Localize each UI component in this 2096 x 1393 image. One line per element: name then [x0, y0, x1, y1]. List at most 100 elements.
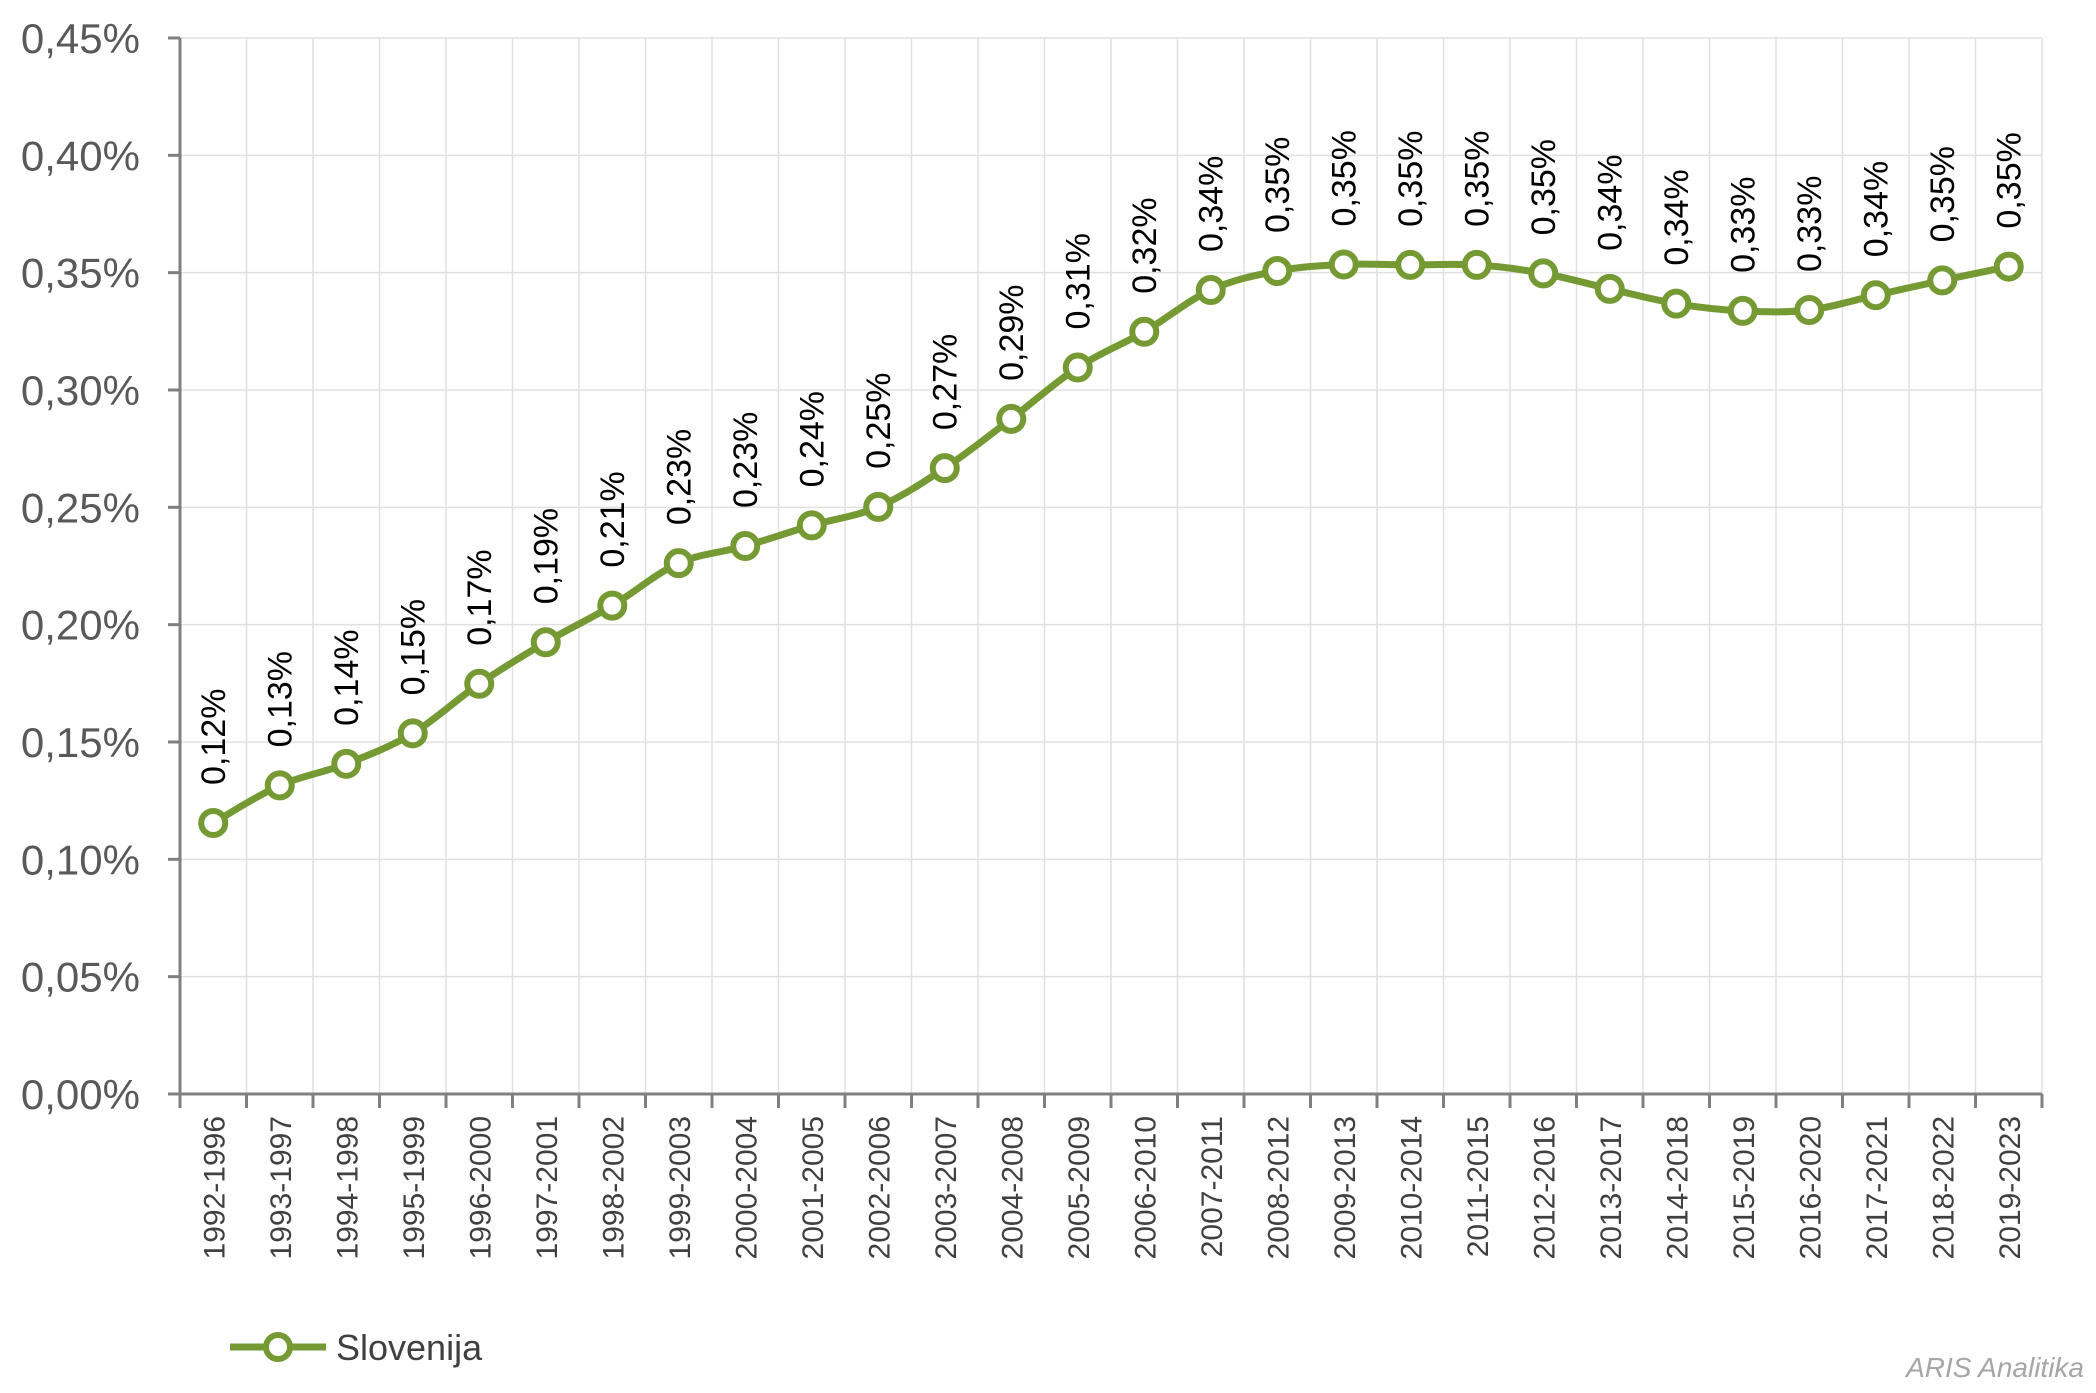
data-label: 0,33% — [1725, 177, 1763, 273]
data-label: 0,35% — [1459, 131, 1497, 227]
x-tick-label: 2011-2015 — [1462, 1116, 1495, 1257]
data-point-marker — [1461, 249, 1492, 280]
x-tick-label: 2012-2016 — [1528, 1116, 1561, 1259]
x-tick-label: 2016-2020 — [1794, 1116, 1827, 1259]
data-label: 0,34% — [1193, 156, 1231, 252]
data-point-marker — [1794, 294, 1825, 325]
axes — [168, 36, 2044, 1108]
data-label: 0,35% — [1392, 131, 1430, 227]
data-point-marker — [1328, 249, 1359, 280]
x-tick-label: 2009-2013 — [1329, 1116, 1362, 1259]
x-tick-label: 2010-2014 — [1395, 1116, 1428, 1259]
data-point-marker — [464, 668, 495, 699]
data-point-marker — [1395, 249, 1426, 280]
data-point-marker — [1262, 256, 1293, 287]
y-tick-label: 0,25% — [21, 484, 140, 531]
y-tick-label: 0,30% — [21, 367, 140, 414]
data-point-marker — [730, 531, 761, 562]
data-label: 0,14% — [328, 629, 366, 725]
data-label: 0,25% — [860, 372, 898, 468]
data-label: 0,12% — [195, 689, 233, 785]
data-label: 0,35% — [1326, 130, 1364, 226]
x-tick-label: 1999-2003 — [664, 1116, 697, 1259]
data-label: 0,31% — [1060, 233, 1098, 329]
data-label: 0,21% — [594, 471, 632, 567]
gridlines — [180, 37, 2043, 1094]
x-tick-label: 2003-2007 — [930, 1116, 963, 1259]
data-label: 0,34% — [1592, 154, 1630, 250]
data-point-marker — [597, 590, 628, 621]
x-tick-label: 2001-2005 — [797, 1116, 830, 1259]
data-labels: 0,12% 0,13% 0,14% 0,15% 0,17% 0,19% 0,21% 0,23%… — [195, 130, 2029, 785]
x-tick-label: 2008-2012 — [1262, 1116, 1295, 1259]
series-slovenija — [198, 249, 2024, 838]
data-point-marker — [1129, 316, 1160, 347]
data-point-marker — [1860, 280, 1891, 311]
y-axis-ticks: 0,00% 0,05% 0,10% 0,15% 0,20% 0,25% 0,30% 0,35%… — [21, 15, 140, 1118]
data-label: 0,34% — [1858, 161, 1896, 257]
x-tick-label: 1997-2001 — [531, 1116, 564, 1259]
y-tick-label: 0,05% — [21, 954, 140, 1001]
x-tick-label: 2017-2021 — [1861, 1116, 1894, 1259]
data-label: 0,23% — [661, 429, 699, 525]
data-label: 0,29% — [993, 284, 1031, 380]
x-tick-label: 1995-1999 — [398, 1116, 431, 1259]
x-tick-label: 2004-2008 — [996, 1116, 1029, 1259]
data-point-marker — [1528, 258, 1559, 289]
data-point-marker — [796, 510, 827, 541]
data-label: 0,35% — [1259, 137, 1297, 233]
data-point-marker — [264, 770, 295, 801]
x-tick-label: 1996-2000 — [464, 1116, 497, 1259]
y-tick-label: 0,20% — [21, 602, 140, 649]
x-tick-label: 2013-2017 — [1595, 1116, 1628, 1259]
data-label: 0,35% — [1991, 132, 2029, 228]
data-label: 0,34% — [1658, 169, 1696, 265]
watermark: ARIS Analitika — [1904, 1352, 2084, 1383]
y-tick-label: 0,40% — [21, 132, 140, 179]
data-point-marker — [1927, 265, 1958, 296]
x-tick-label: 2015-2019 — [1728, 1116, 1761, 1259]
data-label: 0,13% — [262, 651, 300, 747]
data-point-marker — [1727, 295, 1758, 326]
x-tick-label: 2014-2018 — [1661, 1116, 1694, 1259]
data-label: 0,35% — [1525, 139, 1563, 235]
data-point-marker — [663, 548, 694, 579]
x-tick-label: 2018-2022 — [1927, 1116, 1960, 1259]
data-point-marker — [929, 453, 960, 484]
x-axis-ticks: 1992-1996 1993-1997 1994-1998 1995-1999 1996… — [198, 1116, 2027, 1259]
data-label: 0,17% — [461, 549, 499, 645]
legend: Slovenija — [230, 1327, 483, 1368]
x-tick-label: 2005-2009 — [1063, 1116, 1096, 1259]
data-point-marker — [331, 748, 362, 779]
y-tick-label: 0,35% — [21, 250, 140, 297]
data-point-marker — [397, 718, 428, 749]
x-tick-label: 2019-2023 — [1994, 1116, 2027, 1259]
x-tick-label: 2000-2004 — [730, 1116, 763, 1259]
data-label: 0,35% — [1924, 146, 1962, 242]
x-tick-label: 1993-1997 — [265, 1116, 298, 1259]
legend-marker-swatch — [263, 1332, 293, 1362]
x-tick-label: 2007-2011 — [1196, 1116, 1229, 1257]
x-tick-label: 1992-1996 — [198, 1116, 231, 1259]
data-point-marker — [863, 491, 894, 522]
y-tick-label: 0,15% — [21, 719, 140, 766]
data-point-marker — [530, 627, 561, 658]
data-label: 0,32% — [1126, 197, 1164, 293]
x-tick-label: 2002-2006 — [863, 1116, 896, 1259]
data-point-marker — [1661, 288, 1692, 319]
x-tick-label: 1998-2002 — [597, 1116, 630, 1259]
x-tick-label: 2006-2010 — [1129, 1116, 1162, 1259]
y-tick-label: 0,45% — [21, 15, 140, 62]
data-label: 0,19% — [528, 508, 566, 604]
data-label: 0,15% — [395, 599, 433, 695]
data-point-marker — [1594, 273, 1625, 304]
y-tick-label: 0,10% — [21, 836, 140, 883]
data-label: 0,23% — [727, 412, 765, 508]
legend-label: Slovenija — [336, 1327, 483, 1368]
data-point-marker — [1993, 251, 2024, 282]
data-label: 0,24% — [794, 391, 832, 487]
data-label: 0,33% — [1791, 176, 1829, 272]
series-line-slovenija — [211, 260, 2010, 827]
data-point-marker — [1195, 275, 1226, 306]
